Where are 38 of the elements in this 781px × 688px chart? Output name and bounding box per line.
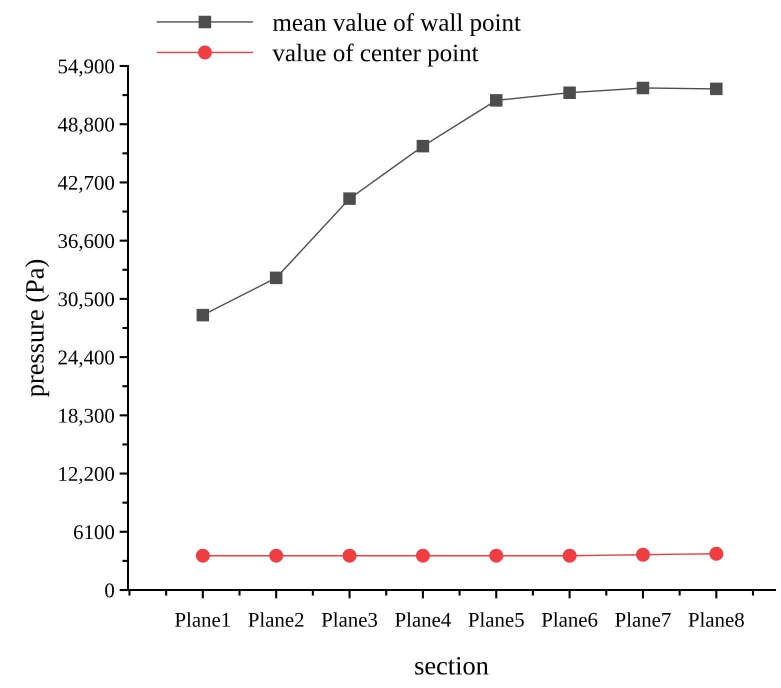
point [636,82,650,94]
x-tick-label: Plane2 [248,612,304,627]
point [489,548,504,563]
y-tick-label: 48,800 [58,118,114,135]
point [562,548,577,563]
point [196,548,210,563]
y-tick-label: 6100 [74,525,114,540]
point [196,308,210,322]
x-tick-label: Plane7 [615,612,671,627]
y-tick-label: 12,200 [59,466,114,484]
legend-label: value of center point [272,44,478,66]
point [270,272,282,284]
y-tick-label: 36,600 [58,234,114,252]
point [563,86,576,99]
x-tick-label: Plane3 [322,612,378,627]
legend-label: mean value of wall point [272,13,521,36]
point [709,546,724,561]
y-tick-label: 24,400 [58,350,114,368]
y-tick-label: 30,500 [58,292,114,310]
point [710,82,723,96]
point [343,192,356,205]
y-tick-label: 42,700 [58,176,114,193]
point [636,548,650,562]
x-tick-label: Plane1 [175,612,230,627]
point [416,140,430,152]
x-tick-label: Plane4 [395,612,451,627]
x-tick-label: Plane6 [542,612,598,627]
x-axis-title: section [415,656,488,675]
y-axis-title: pressure (Pa) [25,260,50,397]
x-tick-label: Plane5 [468,612,524,627]
point [416,548,430,563]
y-tick-label: 0 [105,583,114,598]
point [490,94,502,107]
point [269,548,284,563]
y-tick-label: 18,300 [59,408,114,426]
point [342,548,356,563]
x-tick-label: Plane8 [688,612,744,627]
y-tick-label: 54,900 [58,59,114,76]
